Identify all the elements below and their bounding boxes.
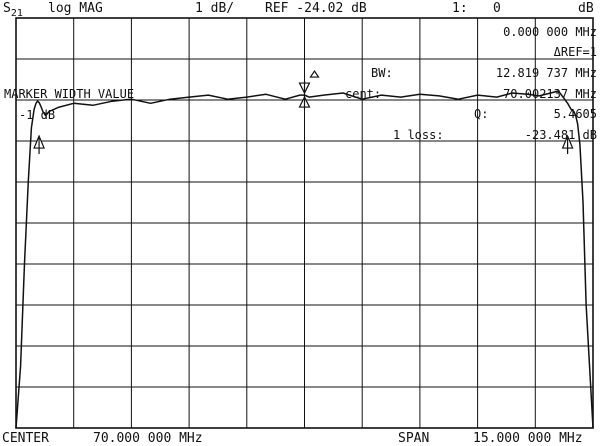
span-label: SPAN [398, 431, 429, 446]
marker-annotations: 0.000 000 MHz ΔREF=1 BW: 12.819 737 MHz … [4, 25, 597, 142]
marker-2 [33, 134, 45, 155]
bw-value: 12.819 737 MHz [496, 66, 597, 80]
reference-marker-triangle [309, 69, 320, 78]
parameter-main: S [3, 1, 11, 16]
format-label: log MAG [48, 1, 103, 16]
scale-label: 1 dB/ [195, 1, 234, 16]
parameter-label: S21 [3, 1, 23, 19]
units-label: dB [578, 1, 594, 16]
loss-label: 1 loss: [393, 128, 444, 142]
marker-width-value: -1 dB [19, 108, 55, 122]
marker-1 [298, 69, 320, 110]
marker-width-title: MARKER WIDTH VALUE [4, 87, 134, 101]
marker-readout-value: 0 [493, 1, 501, 16]
markers [33, 69, 574, 155]
center-label: CENTER [2, 431, 49, 446]
reference-label: REF -24.02 dB [265, 1, 367, 16]
marker-tag: 1: [452, 1, 468, 16]
loss-value: -23.481 dB [525, 128, 597, 142]
delta-reference: ΔREF=1 [554, 45, 597, 59]
bw-label: BW: [371, 66, 393, 80]
parameter-subscript: 21 [11, 8, 23, 19]
marker-3 [561, 134, 574, 155]
trace-line [15, 90, 594, 429]
span-value: 15.000 000 MHz [473, 431, 583, 446]
graticule-frame [15, 17, 594, 429]
header-bar: S21 log MAG 1 dB/ REF -24.02 dB 1: 0 dB [3, 1, 594, 19]
q-label: Q: [474, 107, 488, 121]
center-value: 70.000 000 MHz [93, 431, 203, 446]
footer-bar: CENTER 70.000 000 MHz SPAN 15.000 000 MH… [2, 431, 583, 446]
marker-frequency: 0.000 000 MHz [503, 25, 597, 39]
center-readout-value: 70.002137 MHz [503, 87, 597, 101]
graticule [15, 17, 594, 429]
